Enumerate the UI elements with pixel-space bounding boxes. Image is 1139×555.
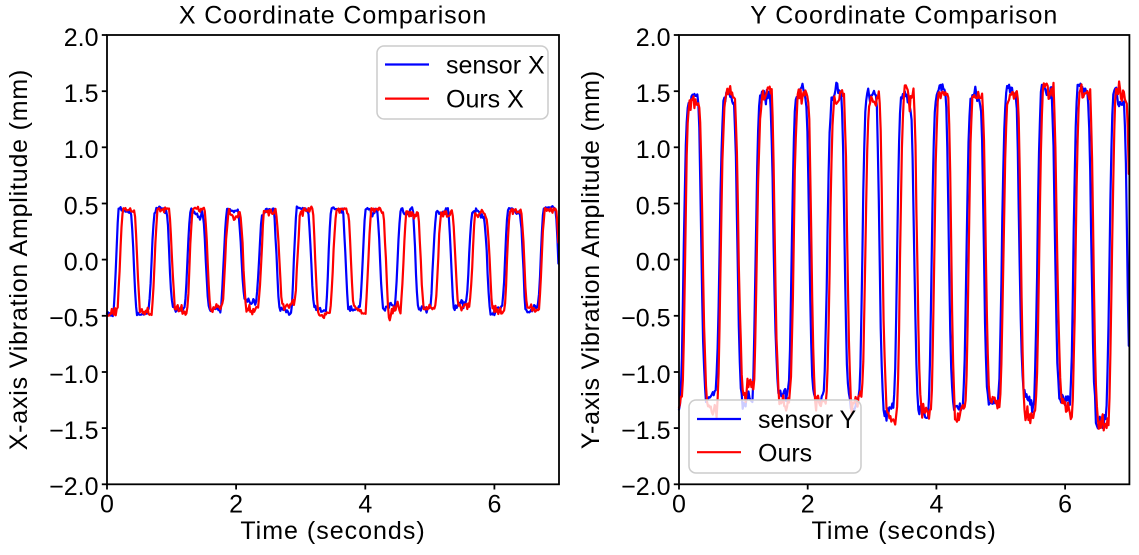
svg-text:X-axis Vibration Amplitude (mm: X-axis Vibration Amplitude (mm) — [5, 69, 33, 450]
svg-text:−1.0: −1.0 — [49, 361, 98, 389]
svg-text:0: 0 — [672, 490, 686, 518]
svg-text:−1.5: −1.5 — [621, 417, 670, 445]
svg-text:−0.5: −0.5 — [49, 305, 98, 333]
svg-text:1.5: 1.5 — [64, 80, 99, 108]
svg-text:1.0: 1.0 — [636, 136, 671, 164]
svg-text:−1.5: −1.5 — [49, 417, 98, 445]
svg-text:−2.0: −2.0 — [621, 473, 670, 501]
svg-text:Time (seconds): Time (seconds) — [812, 517, 997, 545]
svg-text:−1.0: −1.0 — [621, 361, 670, 389]
svg-text:0.5: 0.5 — [64, 192, 99, 220]
svg-text:0.0: 0.0 — [636, 248, 671, 276]
svg-text:0.0: 0.0 — [64, 248, 99, 276]
svg-text:Time (seconds): Time (seconds) — [240, 517, 425, 545]
svg-text:0: 0 — [100, 490, 114, 518]
svg-text:2.0: 2.0 — [64, 24, 99, 52]
svg-text:2: 2 — [229, 490, 243, 518]
svg-text:4: 4 — [358, 490, 372, 518]
svg-text:X Coordinate Comparison: X Coordinate Comparison — [179, 1, 487, 29]
svg-text:Y Coordinate Comparison: Y Coordinate Comparison — [750, 1, 1058, 29]
svg-text:4: 4 — [929, 490, 943, 518]
svg-text:Ours X: Ours X — [446, 86, 524, 114]
svg-text:1.5: 1.5 — [636, 80, 671, 108]
svg-text:0.5: 0.5 — [636, 192, 671, 220]
svg-text:sensor X: sensor X — [446, 52, 545, 80]
svg-text:2: 2 — [801, 490, 815, 518]
svg-text:6: 6 — [487, 490, 501, 518]
svg-text:1.0: 1.0 — [64, 136, 99, 164]
svg-text:6: 6 — [1058, 490, 1072, 518]
svg-text:Ours: Ours — [758, 439, 812, 467]
svg-text:2.0: 2.0 — [636, 24, 671, 52]
svg-text:sensor Y: sensor Y — [758, 406, 857, 434]
svg-text:−0.5: −0.5 — [621, 305, 670, 333]
svg-text:−2.0: −2.0 — [49, 473, 98, 501]
svg-text:Y-axis Vibration Amplitude (mm: Y-axis Vibration Amplitude (mm) — [577, 70, 605, 449]
